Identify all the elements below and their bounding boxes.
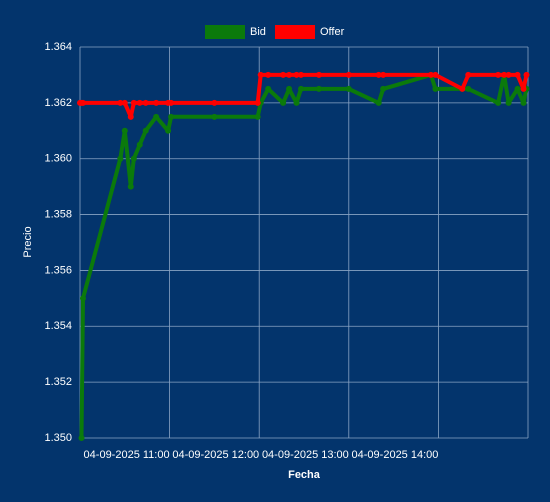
data-point [136,141,143,148]
data-point [427,71,434,78]
data-point [142,99,149,106]
data-point [380,85,387,92]
data-point [168,99,175,106]
data-point [78,435,85,441]
legend-swatch [275,25,315,39]
legend-swatch [205,25,245,39]
data-point [211,99,218,106]
data-point [286,71,293,78]
data-point [520,99,527,106]
data-point [254,113,261,120]
x-tick-label: 04-09-2025 12:00 [172,449,259,461]
data-point [127,183,134,190]
data-point [286,85,293,92]
x-tick-label: 04-09-2025 11:00 [84,449,170,461]
y-tick-label: 1.356 [44,264,72,276]
data-point [117,155,124,162]
data-point [142,127,149,134]
data-point [280,71,287,78]
data-point [465,71,472,78]
data-point [375,71,382,78]
y-tick-label: 1.362 [44,97,72,109]
data-point [127,113,134,120]
y-tick-label: 1.358 [44,208,72,220]
data-point [130,99,137,106]
x-tick-label: 04-09-2025 14:00 [352,449,439,461]
data-point [265,71,272,78]
data-point [265,85,272,92]
y-tick-label: 1.360 [44,153,72,165]
data-point [514,71,521,78]
y-tick-label: 1.364 [44,41,72,53]
data-point [298,85,305,92]
data-point [153,99,160,106]
data-point [298,71,305,78]
x-tick-label: 04-09-2025 13:00 [262,449,349,461]
data-point [315,71,322,78]
data-point [79,99,86,106]
y-axis-title: Precio [22,226,34,257]
data-point [501,71,508,78]
data-point [315,85,322,92]
legend-label: Offer [320,26,345,38]
data-point [505,99,512,106]
data-point [153,113,160,120]
data-point [130,155,137,162]
data-point [380,71,387,78]
y-tick-label: 1.352 [44,376,72,388]
data-point [121,127,128,134]
data-point [345,85,352,92]
data-point [523,71,530,78]
data-point [520,85,527,92]
data-point [280,99,287,106]
data-point [465,85,472,92]
data-point [495,99,502,106]
data-point [293,71,300,78]
data-point [79,295,86,302]
data-point [257,71,264,78]
data-point [168,113,175,120]
data-point [345,71,352,78]
data-point [211,113,218,120]
data-point [254,99,261,106]
data-point [117,99,124,106]
data-point [136,99,143,106]
y-tick-label: 1.350 [44,432,72,444]
data-point [505,71,512,78]
data-point [375,99,382,106]
data-point [293,99,300,106]
data-point [432,85,439,92]
y-tick-label: 1.354 [44,320,72,332]
x-axis-title: Fecha [288,469,321,481]
data-point [495,71,502,78]
data-point [432,71,439,78]
legend-label: Bid [250,26,266,38]
data-point [514,85,521,92]
data-point [165,127,172,134]
data-point [459,85,466,92]
data-point [121,99,128,106]
